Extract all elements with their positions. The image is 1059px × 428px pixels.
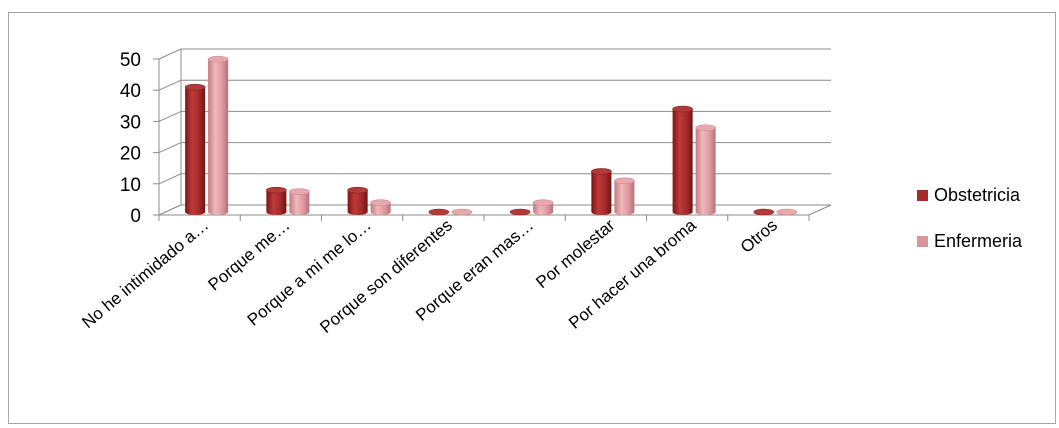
legend-label: Obstetricia (934, 185, 1021, 205)
bar-obstetricia (184, 83, 206, 215)
bar-top (753, 208, 775, 216)
bar-chart: 0 10 20 30 40 50 No he intimidado a…Porque me…… (78, 48, 1023, 337)
y-tick-label: 20 (120, 144, 141, 165)
bar-enfermeria (695, 124, 716, 215)
bar-obstetricia (591, 168, 612, 215)
chart-frame: 0 10 20 30 40 50 No he intimidado a… Porque me…… (8, 12, 1056, 424)
legend-swatch (917, 190, 928, 201)
bar-enfermeria (614, 177, 635, 215)
bar-body (185, 87, 206, 215)
bar-top (428, 208, 450, 216)
x-tick-label: No he intimidado a… (78, 216, 212, 333)
bar-top (509, 208, 531, 216)
gridline-side (158, 48, 182, 60)
bar-body (672, 109, 693, 215)
bar-top (347, 186, 368, 194)
bar-obstetricia (428, 208, 450, 216)
bar-top (591, 168, 612, 175)
bar-enfermeria (776, 208, 798, 216)
x-tick-label: Por molestar (532, 215, 618, 292)
bar-obstetricia (672, 105, 693, 215)
bar-body (591, 171, 612, 215)
x-tick-labels: No he intimidado a…Porque me…Porque a mi… (78, 215, 781, 337)
bar-body (289, 191, 310, 215)
bar-obstetricia (347, 186, 368, 215)
chart-floor (158, 204, 832, 216)
bar-enfermeria (451, 208, 473, 216)
bar-top (532, 199, 554, 206)
bar-body (266, 190, 287, 215)
bar-obstetricia (509, 208, 531, 216)
bar-body (370, 202, 391, 215)
bar-top (614, 177, 635, 185)
bar-enfermeria (370, 199, 391, 215)
gridline-side (158, 142, 182, 154)
bar-top (451, 208, 473, 216)
x-tick-label: Porque me… (204, 216, 293, 295)
gridlines (158, 48, 831, 216)
y-tick-label: 50 (120, 50, 141, 71)
bar-top (370, 199, 391, 206)
x-tick-marks (158, 215, 810, 221)
bars (184, 55, 798, 216)
y-tick-label: 40 (120, 81, 141, 102)
bar-body (695, 127, 716, 215)
y-tick-labels: 0 10 20 30 40 50 (120, 50, 159, 227)
bar-top (207, 55, 229, 63)
bar-body (347, 190, 368, 215)
bar-body (533, 202, 554, 215)
legend: Obstetricia Enfermeria (917, 185, 1023, 251)
bar-obstetricia (266, 186, 287, 215)
bar-body (614, 180, 635, 215)
bar-obstetricia (753, 208, 775, 216)
x-tick-label: Otros (737, 216, 781, 257)
legend-swatch (917, 236, 928, 247)
gridline-side (158, 173, 182, 185)
bar-body (208, 59, 229, 216)
bar-enfermeria (289, 188, 310, 215)
legend-label: Enfermeria (934, 231, 1023, 251)
bar-top (266, 186, 287, 194)
bar-top (184, 83, 206, 91)
bar-top (289, 188, 310, 196)
gridline-side (158, 110, 182, 122)
bar-enfermeria (532, 199, 554, 215)
gridline-side (158, 79, 182, 91)
y-tick-label: 30 (120, 112, 141, 133)
x-tick-label: Porque son diferentes (316, 216, 456, 337)
bar-top (672, 105, 693, 113)
y-tick-label: 10 (120, 175, 141, 196)
bar-top (695, 124, 716, 132)
bar-enfermeria (207, 55, 229, 216)
y-tick-label: 0 (130, 206, 141, 227)
bar-top (776, 208, 798, 216)
